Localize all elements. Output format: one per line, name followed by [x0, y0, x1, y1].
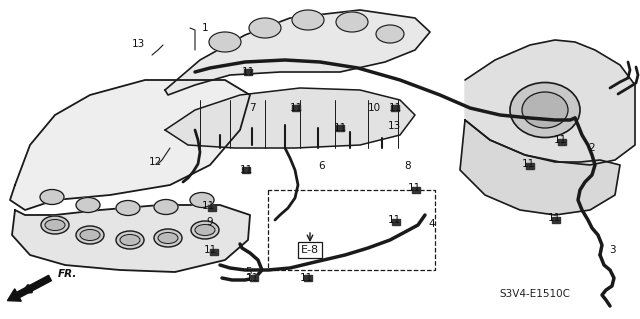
Ellipse shape [249, 18, 281, 38]
Text: 13: 13 [387, 121, 401, 131]
Polygon shape [465, 40, 635, 165]
Polygon shape [10, 80, 250, 210]
Text: 8: 8 [404, 161, 412, 171]
Ellipse shape [158, 233, 178, 243]
Text: 11: 11 [333, 123, 347, 133]
Text: 11: 11 [289, 103, 303, 113]
Bar [412, 187, 420, 193]
Ellipse shape [116, 201, 140, 216]
Ellipse shape [154, 199, 178, 214]
Ellipse shape [40, 189, 64, 204]
Text: 11: 11 [204, 245, 216, 255]
Bar [558, 139, 566, 145]
Bar [304, 275, 312, 281]
Bar [242, 167, 250, 173]
Ellipse shape [191, 221, 219, 239]
Ellipse shape [80, 229, 100, 241]
Text: E-8: E-8 [301, 245, 319, 255]
Bar [250, 275, 258, 281]
Text: 11: 11 [388, 103, 402, 113]
Ellipse shape [120, 234, 140, 246]
Text: 11: 11 [239, 165, 253, 175]
Ellipse shape [116, 231, 144, 249]
Text: 2: 2 [589, 143, 595, 153]
Ellipse shape [376, 25, 404, 43]
FancyArrow shape [8, 275, 51, 301]
Ellipse shape [45, 219, 65, 231]
Text: 11: 11 [547, 213, 561, 223]
Text: 11: 11 [522, 159, 534, 169]
Text: 6: 6 [319, 161, 325, 171]
Bar [292, 105, 300, 111]
Bar [208, 205, 216, 211]
Text: 11: 11 [408, 183, 420, 193]
Text: 12: 12 [148, 157, 162, 167]
Bar [392, 219, 400, 225]
Ellipse shape [522, 92, 568, 128]
Ellipse shape [76, 226, 104, 244]
Text: 13: 13 [131, 39, 145, 49]
Ellipse shape [209, 32, 241, 52]
Ellipse shape [190, 192, 214, 207]
Text: 4: 4 [429, 219, 435, 229]
Text: 9: 9 [207, 217, 213, 227]
Text: 5: 5 [244, 267, 252, 277]
Bar [552, 217, 560, 223]
Polygon shape [165, 88, 415, 148]
Ellipse shape [76, 197, 100, 212]
Ellipse shape [154, 229, 182, 247]
Text: 7: 7 [249, 103, 255, 113]
Polygon shape [12, 205, 250, 272]
Text: 11: 11 [245, 273, 259, 283]
Text: S3V4-E1510C: S3V4-E1510C [499, 289, 570, 299]
Bar [244, 69, 252, 75]
Bar [210, 249, 218, 255]
Text: 11: 11 [241, 67, 255, 77]
Text: 10: 10 [367, 103, 381, 113]
Text: 11: 11 [202, 201, 214, 211]
Ellipse shape [41, 216, 69, 234]
Polygon shape [460, 120, 620, 215]
Bar [526, 163, 534, 169]
Text: 11: 11 [554, 135, 566, 145]
Text: 1: 1 [202, 23, 208, 33]
Text: FR.: FR. [58, 269, 77, 279]
Ellipse shape [510, 83, 580, 137]
Ellipse shape [336, 12, 368, 32]
Bar [336, 125, 344, 131]
Polygon shape [165, 10, 430, 95]
Text: 11: 11 [387, 215, 401, 225]
Ellipse shape [292, 10, 324, 30]
Bar [391, 105, 399, 111]
Text: 11: 11 [300, 273, 312, 283]
Text: 3: 3 [609, 245, 615, 255]
Ellipse shape [195, 225, 215, 235]
